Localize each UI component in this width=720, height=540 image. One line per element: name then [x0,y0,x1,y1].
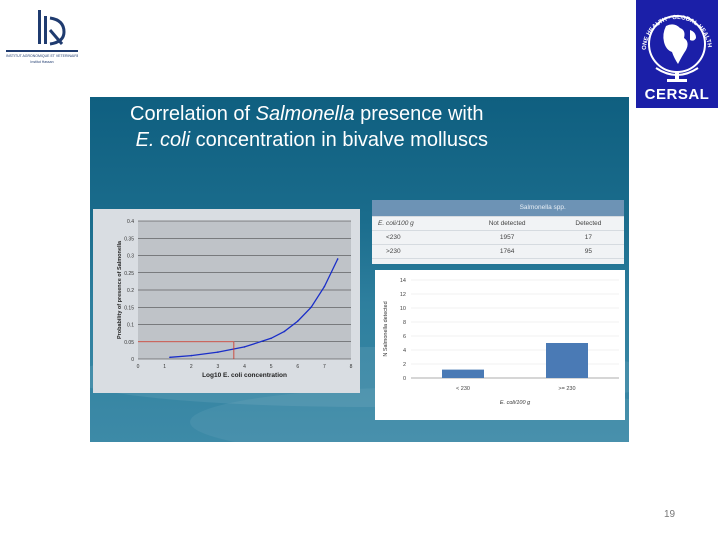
y-tick-label: 12 [400,292,406,298]
x-tick-label: 8 [350,364,353,370]
cersal-brand: CERSAL [644,86,710,103]
y-tick-label: 8 [403,320,406,326]
institute-emblem-icon [38,10,66,46]
table-cell: 1764 [461,244,553,259]
bar-chart-svg: 0 2 4 6 8 10 12 14 < 230 >= 230 E. coli/100 g N Sal… [383,278,619,406]
table-cell: <230 [372,230,462,245]
bar-chart: 0 2 4 6 8 10 12 14 < 230 >= 230 E. coli/100 g N Sal… [375,270,625,420]
title-text: concentration in bivalve molluscs [190,129,488,151]
title-salmonella: Salmonella [255,103,355,125]
probability-chart-svg: 0 0.05 0.1 0.15 0.2 0.25 0.3 0.35 0.4 0 1 2 3 4 5 6 7 8 Lo… [117,219,353,379]
curve-point [270,337,272,340]
logo-divider [6,50,78,52]
x-tick-label: 6 [296,364,299,370]
curve-point [190,354,193,357]
x-tick-label: 5 [270,364,273,370]
y-tick-label: 0.1 [127,323,134,329]
y-tick-label: 14 [400,278,406,284]
salmonella-table: Salmonella spp. E. coli/100 g Not detect… [372,200,624,264]
x-tick-label: 7 [323,364,326,370]
bar [546,343,588,378]
y-axis-label: Probability of presence of Salmonella [117,240,123,339]
y-tick-label: 0 [131,357,134,363]
institute-logo: INSTITUT AGRONOMIQUE ET VETERINAIRE Inst… [6,6,78,64]
x-axis-label: E. coli/100 g [500,400,531,406]
slide-image: Correlation of Salmonella presence with … [90,97,629,442]
x-tick-label: 1 [163,364,166,370]
x-tick-label: >= 230 [558,386,575,392]
table-cell: 17 [552,230,624,245]
y-tick-label: 0.05 [124,340,134,346]
globe-icon: ONE HEALTH · GLOBAL HEALTH [642,15,712,82]
curve-point [243,346,246,348]
y-tick-label: 0.4 [127,219,134,225]
y-axis-label: N Salmonella detected [383,301,389,356]
y-tick-label: 0.15 [124,305,134,311]
probability-chart: 0 0.05 0.1 0.15 0.2 0.25 0.3 0.35 0.4 0 1 2 3 4 5 6 7 8 Lo… [93,209,360,393]
table-group-header: Salmonella spp. [461,200,624,217]
curve-point [169,356,171,359]
slide-title: Correlation of Salmonella presence with … [130,101,600,153]
x-tick-label: < 230 [456,386,470,392]
x-tick-label: 2 [190,364,193,370]
x-tick-label: 3 [216,364,219,370]
y-tick-label: 6 [403,334,406,340]
table-cell: 95 [552,244,624,259]
table-col-header: Not detected [461,216,553,231]
table-cell: >230 [372,244,462,259]
cersal-logo: ONE HEALTH · GLOBAL HEALTH CERSAL [636,0,718,108]
curve-point [323,285,326,288]
table-col-header: Detected [552,216,624,231]
table-cell: 1957 [461,230,553,245]
curve-point [336,258,339,260]
x-tick-label: 0 [137,364,140,370]
curve-point [296,320,299,322]
table-row: >230 1764 95 [372,244,624,259]
table-col-header: E. coli/100 g [372,216,462,231]
y-tick-label: 0.3 [127,254,134,260]
x-tick-label: 4 [243,364,246,370]
y-tick-label: 0.2 [127,288,134,294]
y-tick-label: 4 [403,348,406,354]
y-tick-label: 0.25 [124,271,134,277]
table-corner [372,200,462,217]
y-tick-label: 0 [403,376,406,382]
probability-curve [169,258,339,358]
bar [442,369,484,378]
institute-name: INSTITUT AGRONOMIQUE ET VETERINAIRE [6,54,78,58]
y-tick-label: 0.35 [124,236,134,242]
y-tick-label: 2 [403,362,406,368]
table-row: <230 1957 17 [372,230,624,245]
title-ecoli: E. coli [135,129,191,151]
title-text: presence with [354,103,484,125]
x-axis-label: Log10 E. coli concentration [202,372,287,379]
curve-point [217,351,219,353]
curve-point [283,330,286,333]
y-tick-label: 10 [400,306,406,312]
page-number: 19 [664,509,676,520]
curve-point [310,306,312,309]
institute-subtitle: Institut Hassan [30,60,54,64]
title-text: Correlation of [130,103,256,125]
